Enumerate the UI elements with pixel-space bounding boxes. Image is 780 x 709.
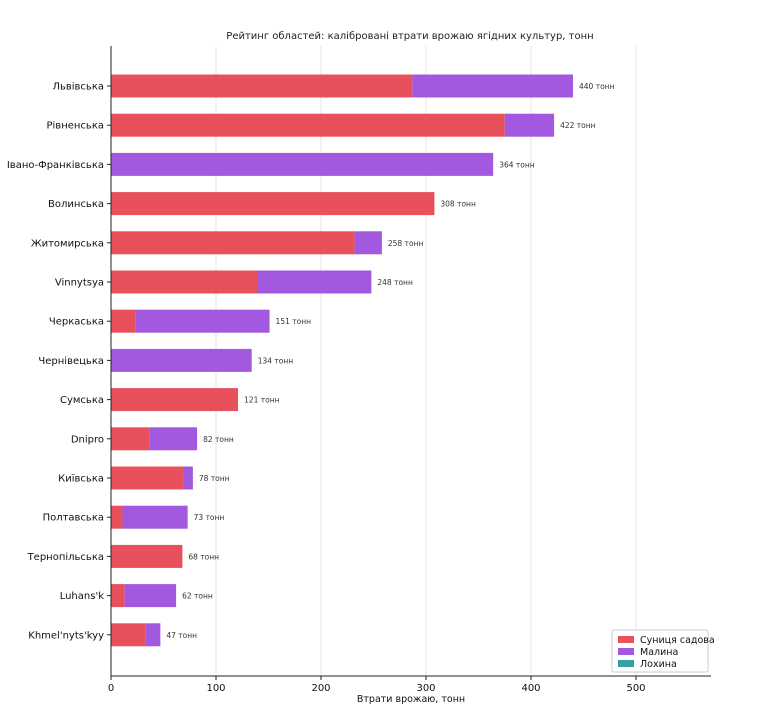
bar-segment (412, 74, 573, 98)
axes (110, 46, 711, 677)
bar-segment (111, 113, 505, 137)
bar-segment (111, 231, 355, 255)
bar-segment (111, 309, 136, 333)
category-label: Полтавська (43, 513, 104, 524)
bar-segment (111, 584, 125, 608)
category-labels: Львівська Рівненська Івано-Франківська Воли… (7, 81, 111, 641)
total-label: 422 тонн (560, 121, 596, 130)
bar-segment (504, 113, 555, 137)
bar-segment (354, 231, 382, 255)
category-label: Чернівецька (38, 355, 104, 367)
category-label: Vinnytsya (55, 278, 104, 289)
total-label: 151 тонн (276, 317, 312, 326)
category-label: Волинська (48, 199, 104, 210)
legend-swatch (618, 660, 634, 667)
bar-segment (111, 505, 123, 529)
total-label: 68 тонн (188, 552, 219, 561)
bar-segment (111, 623, 146, 647)
bar-segment (111, 544, 183, 568)
category-label: Тернопільська (27, 551, 104, 563)
x-tick-label: 200 (311, 683, 330, 694)
total-label: 121 тонн (244, 396, 280, 405)
legend-swatch (618, 648, 634, 655)
bar-segment (183, 466, 193, 490)
bar-segment (111, 270, 258, 294)
legend-label: Лохина (640, 659, 677, 670)
chart-title: Рейтинг областей: калібровані втрати вро… (226, 30, 593, 42)
x-tick-label: 0 (108, 683, 114, 694)
bar-segment (145, 623, 161, 647)
legend-box (611, 629, 709, 673)
legend-label: Малина (640, 647, 678, 658)
category-label: Рівненська (47, 120, 105, 132)
total-label: 78 тонн (199, 474, 230, 483)
total-label: 248 тонн (377, 278, 413, 287)
bar-segment (111, 152, 494, 176)
x-tick-label: 100 (206, 683, 225, 694)
x-tick-label: 400 (521, 683, 540, 694)
legend-label: Суниця садова (640, 635, 715, 646)
legend-swatch (618, 636, 634, 643)
total-label: 364 тонн (499, 160, 535, 169)
category-label: Київська (58, 474, 104, 485)
total-label: 47 тонн (166, 631, 197, 640)
bar-segment (111, 348, 252, 372)
category-label: Житомирська (31, 238, 104, 249)
bar-segment (111, 388, 239, 412)
data-labels: 440 тонн 422 тонн 364 тонн 308 тонн 258 тонн… (166, 82, 614, 640)
total-label: 134 тонн (258, 356, 294, 365)
bar-segment (124, 584, 177, 608)
bar-segment (111, 74, 413, 98)
category-label: Khmel'nyts'kyy (28, 630, 104, 641)
total-label: 440 тонн (579, 82, 615, 91)
bar-segment (149, 427, 198, 451)
bar-segment (111, 192, 435, 216)
bar-segment (111, 466, 184, 490)
category-label: Dnipro (71, 434, 104, 445)
x-ticks: 0 100 200 300 400 500 (108, 676, 646, 694)
x-axis-label: Втрати врожаю, тонн (357, 694, 465, 705)
bar-segment (258, 270, 372, 294)
category-label: Львівська (52, 81, 104, 93)
bar-segment (111, 427, 150, 451)
bars (111, 74, 573, 647)
total-label: 62 тонн (182, 592, 213, 601)
grid (215, 46, 637, 676)
x-tick-label: 500 (626, 683, 645, 694)
total-label: 73 тонн (194, 513, 225, 522)
bar-segment (135, 309, 270, 333)
x-tick-label: 300 (416, 683, 435, 694)
total-label: 258 тонн (388, 239, 424, 248)
total-label: 82 тонн (203, 435, 234, 444)
category-label: Сумська (60, 395, 104, 406)
total-label: 308 тонн (440, 200, 476, 209)
category-label: Luhans'k (60, 591, 104, 602)
category-label: Черкаська (49, 317, 104, 328)
category-label: Івано-Франківська (7, 159, 104, 171)
bar-segment (122, 505, 188, 529)
